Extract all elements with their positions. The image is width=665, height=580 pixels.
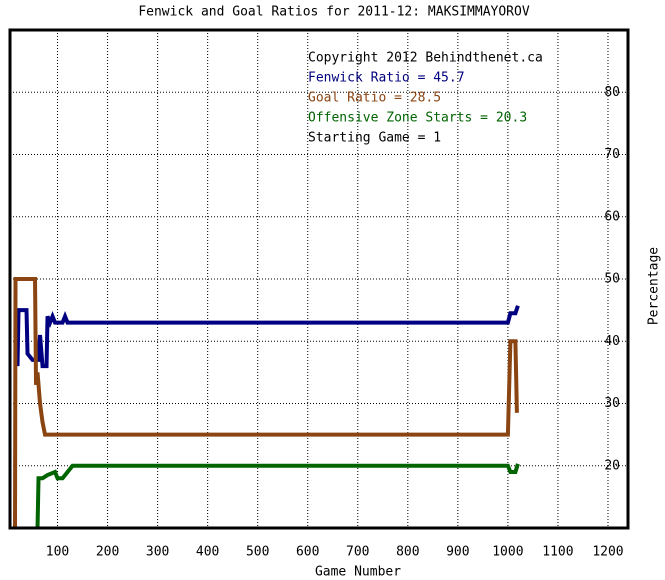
data-line bbox=[15, 305, 520, 369]
x-tick-label: 1200 bbox=[592, 545, 623, 560]
plot-frame bbox=[8, 28, 630, 530]
x-axis-label: Game Number bbox=[315, 565, 401, 580]
x-tick-label: 300 bbox=[146, 545, 169, 560]
annotation: Goal Ratio = 28.5 bbox=[308, 91, 441, 106]
y-tick-label: 40 bbox=[604, 334, 620, 349]
x-tick-label: 1000 bbox=[492, 545, 523, 560]
x-tick-label: 200 bbox=[96, 545, 119, 560]
x-tick-label: 700 bbox=[346, 545, 369, 560]
data-line bbox=[35, 463, 520, 529]
y-tick-label: 50 bbox=[604, 272, 620, 287]
y-axis-label: Percentage bbox=[647, 247, 662, 325]
x-tick-label: 400 bbox=[196, 545, 219, 560]
y-tick-label: 70 bbox=[604, 147, 620, 162]
y-tick-label: 20 bbox=[604, 458, 620, 473]
x-tick-label: 100 bbox=[46, 545, 69, 560]
annotation: Offensive Zone Starts = 20.3 bbox=[308, 111, 527, 126]
x-tick-label: 1100 bbox=[542, 545, 573, 560]
x-tick-label: 900 bbox=[446, 545, 469, 560]
annotation: Starting Game = 1 bbox=[308, 131, 441, 146]
annotation: Copyright 2012 Behindthenet.ca bbox=[308, 51, 543, 66]
x-tick-label: 500 bbox=[246, 545, 269, 560]
chart-title: Fenwick and Goal Ratios for 2011-12: MAK… bbox=[138, 5, 530, 20]
annotation: Fenwick Ratio = 45.7 bbox=[308, 71, 465, 86]
y-tick-label: 30 bbox=[604, 396, 620, 411]
x-tick-label: 600 bbox=[296, 545, 319, 560]
y-tick-label: 60 bbox=[604, 209, 620, 224]
data-line bbox=[13, 277, 519, 529]
x-tick-label: 800 bbox=[396, 545, 419, 560]
y-tick-label: 80 bbox=[604, 85, 620, 100]
